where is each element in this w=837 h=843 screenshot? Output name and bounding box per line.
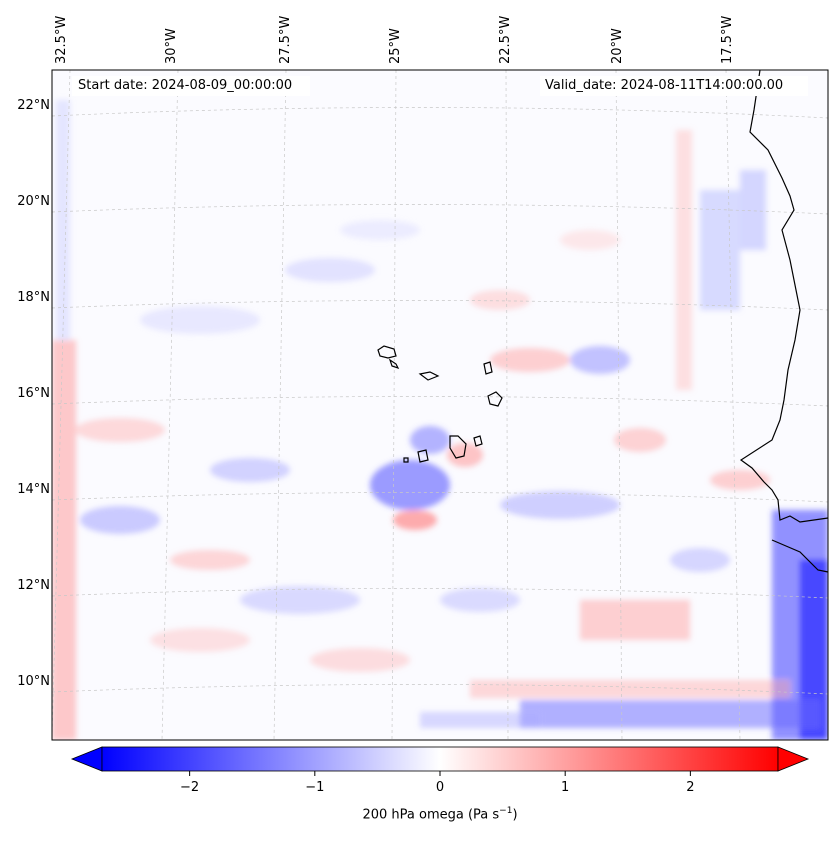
colorbar-units-exp: −1 — [499, 806, 513, 816]
lat-label-18n: 18°N — [17, 290, 50, 305]
colorbar-extend-high — [777, 746, 810, 772]
lat-label-12n: 12°N — [17, 578, 50, 593]
colorbar-units: (Pa s — [467, 807, 500, 823]
colorbar-tick-label: −2 — [180, 780, 200, 795]
lat-label-20n: 20°N — [17, 194, 50, 209]
lon-label-30w: 30°W — [164, 28, 179, 64]
lon-label-27-5w: 27.5°W — [278, 15, 293, 64]
valid-date-box — [540, 76, 808, 96]
lat-label-16n: 16°N — [17, 386, 50, 401]
africa-coastline — [739, 69, 829, 573]
graticule — [51, 69, 829, 741]
map-background — [52, 70, 828, 740]
lon-label-17-5w: 17.5°W — [720, 15, 735, 64]
start-date-box — [72, 76, 310, 96]
colorbar-gradient — [101, 746, 779, 772]
lon-label-20w: 20°W — [610, 28, 625, 64]
valid-date-label: Valid_date: 2024-08-11T14:00:00.00 — [545, 78, 784, 93]
start-date-label: Start date: 2024-08-09_00:00:00 — [78, 78, 293, 93]
lon-label-22-5w: 22.5°W — [498, 15, 513, 64]
lat-label-10n: 10°N — [17, 674, 50, 689]
colorbar-tick-label: 0 — [435, 780, 445, 795]
map-frame — [51, 69, 829, 741]
omega-field — [52, 100, 828, 740]
colorbar-extend-low — [70, 746, 103, 772]
colorbar-variable: 200 hPa omega — [362, 807, 464, 823]
colorbar-title: 200 hPa omega (Pa s−1) — [0, 806, 837, 822]
colorbar-units-close: ) — [512, 807, 518, 823]
lat-label-22n: 22°N — [17, 98, 50, 113]
lon-label-25w: 25°W — [388, 28, 403, 64]
cape-verde-islands — [377, 345, 503, 463]
colorbar — [70, 746, 810, 776]
colorbar-tick-label: −1 — [305, 780, 325, 795]
lat-label-14n: 14°N — [17, 482, 50, 497]
colorbar-tick-label: 1 — [561, 780, 570, 795]
colorbar-tick-label: 2 — [686, 780, 695, 795]
lon-label-32-5w: 32.5°W — [54, 15, 69, 64]
